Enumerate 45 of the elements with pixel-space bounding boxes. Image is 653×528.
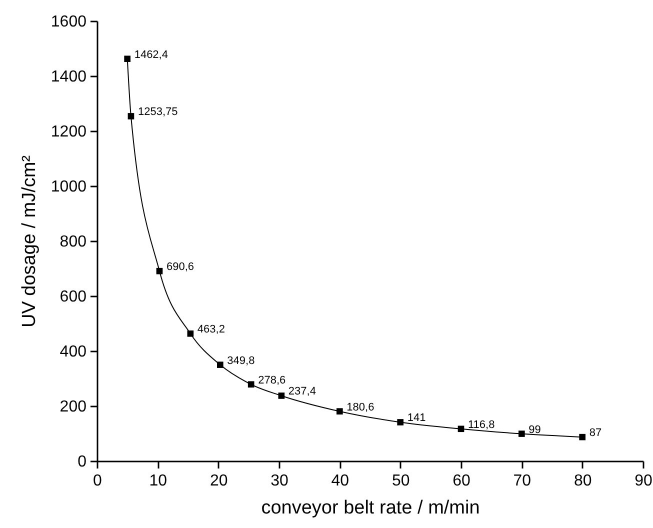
point (187, 330, 194, 337)
point (248, 381, 254, 388)
point (156, 268, 163, 274)
data-label: 237,4 (288, 386, 316, 398)
data-label: 349,8 (227, 354, 255, 367)
y-tick-label: 600 (60, 288, 87, 306)
data-label: 141 (407, 412, 426, 424)
data-label: 1462,4 (134, 48, 168, 61)
x-tick-label: 0 (93, 472, 102, 490)
data-label: 87 (589, 427, 602, 440)
point (216, 362, 224, 368)
data-label: 1253,75 (138, 106, 178, 118)
y-tick-label: 800 (60, 234, 87, 250)
y-tick-label: 400 (60, 344, 87, 360)
y-tick-label: 1400 (50, 68, 87, 86)
y-tick-label: 1600 (50, 14, 87, 30)
point (518, 430, 525, 437)
x-tick-label: 30 (270, 472, 288, 490)
data-label: 180,6 (346, 401, 374, 414)
y-axis-title: UV dosage / mJ/cm² (18, 155, 40, 328)
data-label: 116,8 (468, 418, 495, 431)
x-tick-label: 70 (513, 472, 532, 490)
point (458, 426, 464, 432)
x-axis-title: conveyor belt rate / m/min (261, 498, 480, 518)
point (278, 392, 285, 399)
data-label: 99 (528, 424, 541, 436)
y-tick-label: 0 (78, 454, 87, 470)
x-tick-label: 50 (392, 472, 410, 490)
data-label: 278,6 (258, 374, 286, 386)
x-tick-label: 80 (574, 472, 592, 490)
point (397, 419, 404, 426)
x-tick-label: 10 (149, 472, 168, 490)
x-tick-label: 60 (452, 472, 470, 490)
point (336, 408, 343, 414)
x-tick-label: 20 (210, 472, 228, 490)
x-tick-label: 40 (331, 472, 350, 490)
data-label: 463,2 (197, 324, 225, 336)
x-tick-label: 90 (634, 472, 652, 490)
point (579, 434, 586, 440)
y-tick-label: 1000 (50, 178, 87, 196)
y-tick-label: 200 (60, 398, 87, 416)
point (128, 113, 134, 120)
point (124, 56, 130, 62)
y-tick-label: 1200 (50, 124, 87, 140)
data-label: 690,6 (166, 261, 194, 274)
